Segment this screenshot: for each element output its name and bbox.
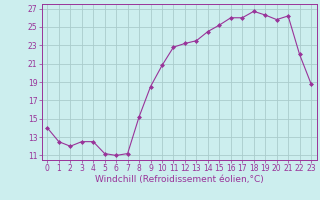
X-axis label: Windchill (Refroidissement éolien,°C): Windchill (Refroidissement éolien,°C) [95,175,264,184]
